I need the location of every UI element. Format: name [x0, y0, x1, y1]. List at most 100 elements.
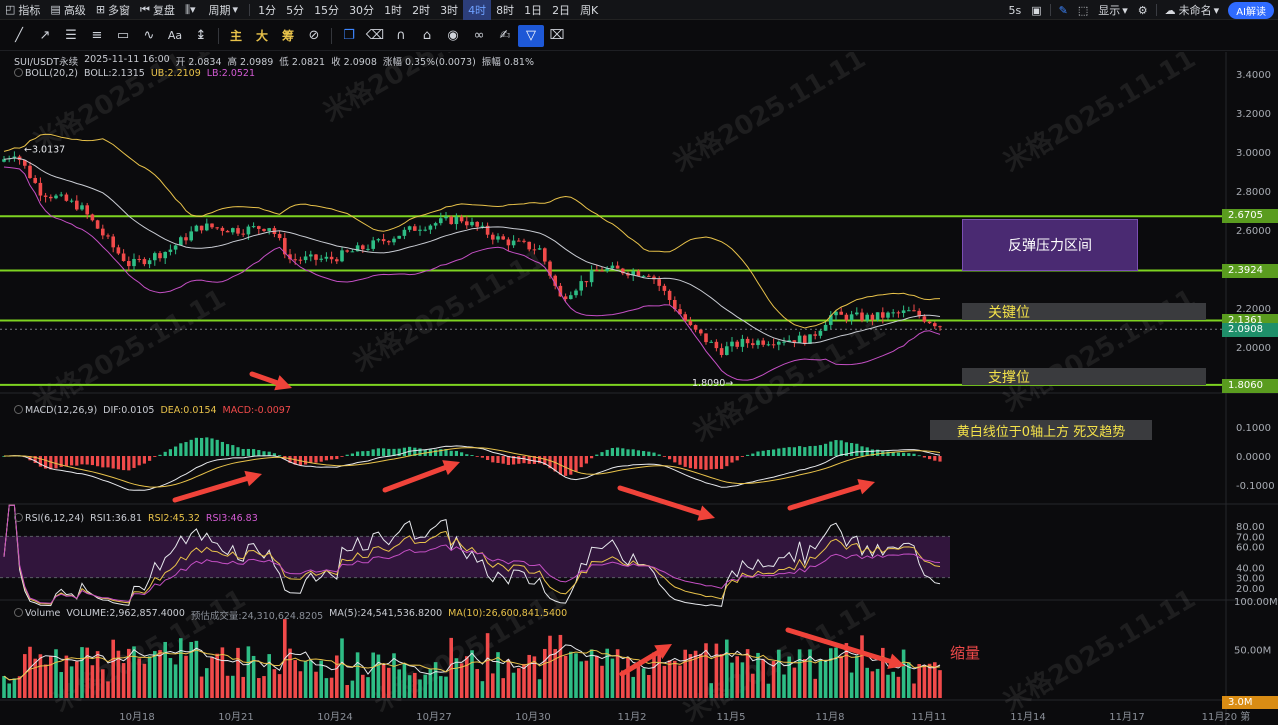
lock-icon[interactable]: ⌂	[422, 28, 432, 43]
candle-body[interactable]	[735, 341, 739, 347]
candle-body[interactable]	[371, 240, 375, 249]
ai-interpret-button[interactable]: AI解读	[1228, 1, 1274, 19]
candle-body[interactable]	[704, 333, 708, 343]
candle-body[interactable]	[584, 281, 589, 283]
candle-body[interactable]	[558, 285, 563, 297]
candle-body[interactable]	[246, 226, 251, 235]
candle-body[interactable]	[709, 341, 713, 343]
candle-body[interactable]	[818, 330, 823, 336]
indicator-button[interactable]: ◰ 指标	[5, 3, 41, 17]
candle-body[interactable]	[470, 221, 474, 226]
candle-body[interactable]	[678, 309, 682, 315]
candle-body[interactable]	[782, 341, 786, 343]
candle-body[interactable]	[85, 205, 89, 215]
interval-tab[interactable]: 8时	[496, 3, 515, 17]
candle-body[interactable]	[251, 226, 256, 228]
eye-icon[interactable]: ◉	[447, 28, 459, 43]
candle-body[interactable]	[532, 249, 537, 251]
candle-body[interactable]	[792, 340, 797, 343]
candle-body[interactable]	[116, 247, 121, 254]
candle-body[interactable]	[111, 236, 115, 248]
candle-body[interactable]	[662, 285, 667, 291]
macd-note-label[interactable]: 黄白线位于0轴上方 死叉趋势	[930, 420, 1152, 440]
candle-body[interactable]	[730, 341, 734, 347]
candle-body[interactable]	[413, 226, 417, 231]
candle-body[interactable]	[563, 296, 568, 300]
ray-icon[interactable]: ↗	[39, 28, 51, 43]
replay-button[interactable]: ⏮ 复盘	[140, 2, 175, 17]
candle-body[interactable]	[345, 250, 349, 252]
candle-body[interactable]	[423, 229, 427, 231]
candle-body[interactable]	[927, 321, 932, 324]
candle-body[interactable]	[194, 225, 199, 232]
refresh-rate[interactable]: 5s	[1008, 3, 1022, 17]
candle-body[interactable]	[449, 216, 453, 225]
candle-body[interactable]	[797, 335, 802, 343]
candle-body[interactable]	[647, 275, 651, 277]
candle-body[interactable]	[605, 268, 609, 272]
candle-body[interactable]	[745, 338, 750, 344]
candle-body[interactable]	[132, 258, 136, 267]
support-level-label[interactable]: 支撑位	[962, 368, 1206, 386]
interval-tab[interactable]: 2日	[552, 3, 571, 17]
candle-body[interactable]	[12, 156, 17, 159]
candle-body[interactable]	[823, 324, 828, 331]
fib-icon[interactable]: ≡	[91, 28, 103, 43]
candle-body[interactable]	[610, 265, 615, 269]
candle-body[interactable]	[90, 214, 95, 221]
candle-body[interactable]	[595, 270, 599, 272]
candle-body[interactable]	[751, 343, 755, 346]
interval-tab[interactable]: 5分	[286, 3, 305, 17]
candle-body[interactable]	[267, 228, 271, 231]
candle-body[interactable]	[225, 230, 230, 233]
magnet-icon[interactable]: ∩	[396, 28, 406, 43]
candle-body[interactable]	[397, 235, 401, 239]
candle-body[interactable]	[75, 200, 79, 210]
candle-body[interactable]	[875, 312, 880, 320]
candle-body[interactable]	[54, 195, 58, 199]
candle-body[interactable]	[147, 260, 152, 265]
candle-body[interactable]	[459, 216, 464, 222]
candle-body[interactable]	[714, 341, 719, 349]
measure-icon[interactable]: ↨	[195, 28, 207, 43]
candle-body[interactable]	[137, 258, 141, 260]
candle-body[interactable]	[184, 237, 188, 241]
candle-body[interactable]	[205, 223, 209, 231]
brush-icon[interactable]: ✍	[499, 28, 511, 43]
chart-type-button[interactable]: ⫼▾	[180, 0, 204, 20]
candle-body[interactable]	[454, 216, 459, 225]
fullscreen-icon[interactable]: ⬚	[1077, 3, 1089, 17]
candle-body[interactable]	[210, 223, 214, 228]
candle-body[interactable]	[699, 329, 703, 334]
candle-body[interactable]	[787, 340, 791, 342]
candle-body[interactable]	[80, 205, 84, 210]
candle-body[interactable]	[756, 340, 760, 346]
candle-body[interactable]	[121, 253, 126, 262]
candle-body[interactable]	[231, 228, 235, 233]
candle-body[interactable]	[600, 270, 604, 272]
candle-body[interactable]	[314, 254, 318, 260]
candle-body[interactable]	[548, 261, 552, 276]
candle-body[interactable]	[740, 338, 745, 347]
candle-body[interactable]	[834, 311, 838, 316]
candle-body[interactable]	[839, 311, 843, 315]
candle-body[interactable]	[912, 310, 916, 312]
candle-body[interactable]	[631, 271, 635, 276]
wave-icon[interactable]: ∿	[143, 28, 155, 43]
candle-body[interactable]	[444, 216, 448, 219]
candle-body[interactable]	[870, 314, 875, 320]
candle-body[interactable]	[236, 228, 240, 234]
candle-body[interactable]	[2, 159, 6, 162]
candle-body[interactable]	[829, 315, 833, 325]
interval-tab[interactable]: 1时	[384, 3, 403, 17]
candle-body[interactable]	[475, 221, 479, 227]
candle-body[interactable]	[771, 344, 776, 346]
candle-body[interactable]	[938, 326, 942, 328]
gear-icon[interactable]: ⚙	[1137, 3, 1148, 17]
candle-body[interactable]	[179, 237, 183, 246]
candle-body[interactable]	[387, 241, 391, 243]
candle-body[interactable]	[298, 259, 303, 261]
candle-body[interactable]	[241, 233, 245, 235]
candle-body[interactable]	[579, 281, 583, 291]
period-button[interactable]: 周期 ▾	[208, 3, 239, 17]
